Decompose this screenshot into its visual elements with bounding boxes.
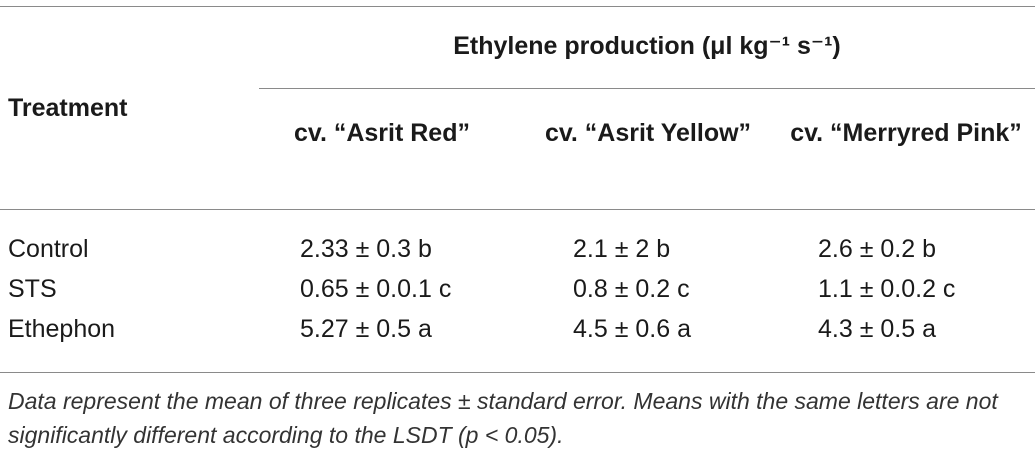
cell-value: 1.1 ± 0.0.2 c [818,275,956,303]
table-bottom-rule [0,372,1035,373]
header-bottom-rule [0,209,1035,210]
cell-value: 5.27 ± 0.5 a [300,315,432,343]
group-header: Ethylene production (μl kg⁻¹ s⁻¹) [453,32,841,60]
column-header-merryred-pink: cv. “Merryred Pink” [790,119,1022,147]
row-label: Control [8,235,89,263]
cell-value: 2.33 ± 0.3 b [300,235,432,263]
table-top-rule [0,6,1035,7]
column-header-asrit-yellow: cv. “Asrit Yellow” [544,119,752,147]
cell-value: 2.1 ± 2 b [573,235,671,263]
cell-value: 4.3 ± 0.5 a [818,315,936,343]
column-header-asrit-red: cv. “Asrit Red” [294,119,470,147]
row-label: Ethephon [8,315,116,343]
cell-value: 4.5 ± 0.6 a [573,315,691,343]
cell-value: 2.6 ± 0.2 b [818,235,936,263]
group-header-rule [259,88,1035,89]
row-label: STS [8,275,57,303]
table-footnote: Data represent the mean of three replica… [8,388,998,448]
cell-value: 0.65 ± 0.0.1 c [300,275,452,303]
row-header-treatment: Treatment [8,94,128,122]
cell-value: 0.8 ± 0.2 c [573,275,690,303]
